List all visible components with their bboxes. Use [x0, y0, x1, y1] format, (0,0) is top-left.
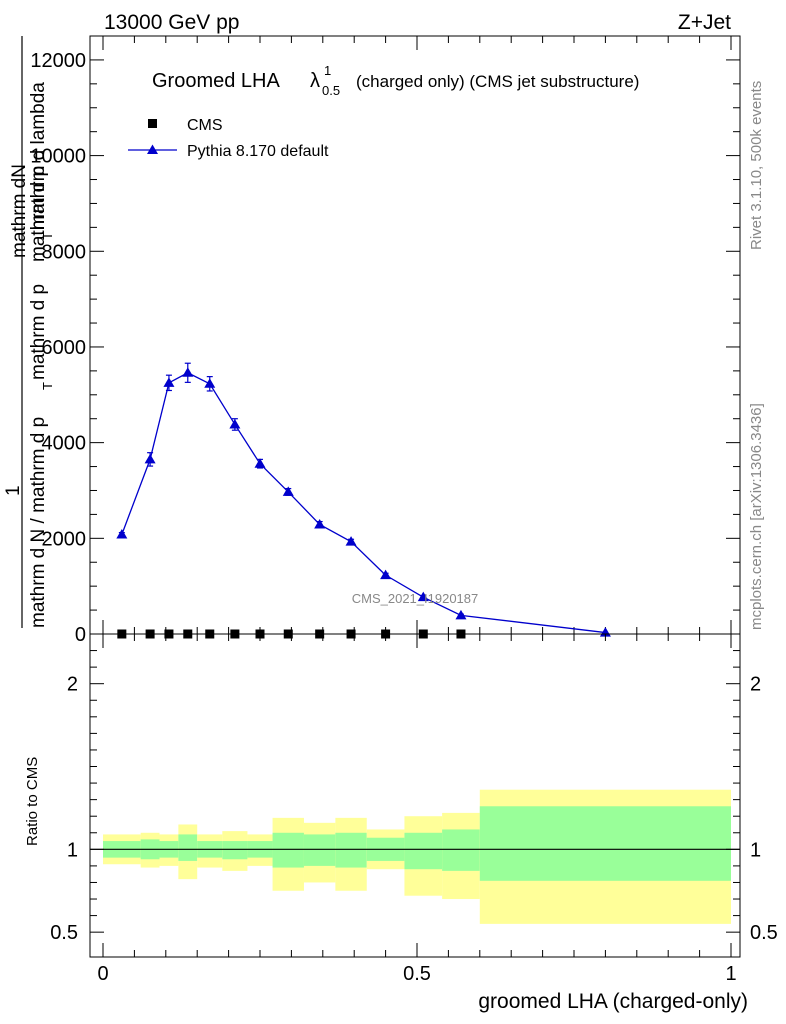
pythia-point-5	[229, 418, 241, 429]
ratio-ytick-label-left-1: 1	[67, 839, 78, 861]
ratio-ylabel: Ratio to CMS	[24, 757, 41, 846]
pythia-point-1	[144, 453, 156, 464]
main-ytick-label-0: 0	[75, 624, 86, 646]
main-ytick-label-2: 4000	[42, 433, 87, 455]
pythia-point-12	[455, 609, 467, 620]
pythia-point-9	[345, 536, 357, 546]
pythia-point-3	[182, 367, 194, 377]
pythia-point-6	[254, 458, 266, 468]
ylabel-bottom-rest: mathrm d p	[28, 284, 49, 380]
ratio-band-inner-8	[303, 834, 336, 866]
ratio-ytick-label-right-2: 2	[750, 674, 761, 696]
ratio-frame	[89, 633, 741, 958]
ratio-xtick-label-0: 0	[97, 963, 108, 985]
ylabel-top: mathrm dN	[9, 164, 30, 258]
ratio-band-inner-11	[404, 832, 443, 870]
mcplots-label: mcplots.cern.ch [arXiv:1306.3436]	[748, 403, 765, 630]
legend-cms-label: CMS	[187, 117, 223, 134]
ratio-band-inner-7	[272, 832, 304, 868]
ratio-band-inner-5	[222, 841, 248, 860]
pythia-point-11	[417, 591, 429, 602]
ratio-xtick-label-2: 1	[725, 963, 736, 985]
energy-label: 13000 GeV pp	[104, 11, 239, 34]
ratio-bands	[90, 789, 740, 924]
ratio-ytick-label-right-0: 0.5	[750, 922, 778, 944]
pythia-point-7	[282, 486, 294, 496]
title-subscript: 0.5	[322, 83, 340, 98]
ratio-xtick-label-1: 0.5	[403, 963, 431, 985]
ylabel-one: 1	[3, 485, 24, 496]
title-rest: (charged only) (CMS jet substructure)	[356, 72, 639, 91]
pythia-point-10	[380, 569, 392, 580]
title-superscript: 1	[324, 63, 331, 78]
legend-pythia-label: Pythia 8.170 default	[187, 143, 329, 160]
legend: CMS Pythia 8.170 default	[128, 117, 329, 160]
main-axes: 0 2000 4000 6000 8000 10000 12000	[30, 35, 740, 646]
analysis-watermark: CMS_2021_I1920187	[352, 591, 479, 606]
ylabel-top-2-rest: mathrm d lambda	[28, 82, 49, 230]
pythia-point-0	[116, 528, 128, 539]
ratio-band-inner-13	[479, 806, 731, 881]
plot-title: Groomed LHA λ 1 0.5 (charged only) (CMS …	[152, 63, 639, 98]
ylabel-bottom-sub: T	[40, 382, 55, 390]
main-ytick-label-4: 8000	[42, 241, 87, 263]
x-axis-label: groomed LHA (charged-only)	[478, 990, 748, 1013]
ylabel-top-2: mathrm d p	[28, 166, 49, 262]
pythia-line	[121, 372, 606, 634]
main-ytick-label-5: 10000	[30, 146, 86, 168]
ratio-band-inner-9	[335, 832, 367, 868]
pythia-point-4	[204, 378, 216, 388]
ratio-band-inner-12	[442, 829, 480, 871]
ratio-ytick-label-left-2: 2	[67, 674, 78, 696]
legend-pythia-marker	[147, 144, 158, 154]
pythia-point-8	[314, 518, 326, 529]
ratio-ytick-label-left-0: 0.5	[50, 922, 78, 944]
ylabel-bottom: mathrm d N / mathrm d p	[28, 417, 49, 628]
title-lambda: λ	[310, 70, 320, 92]
main-ytick-label-3: 6000	[42, 337, 87, 359]
main-ylabel: mathrm dN mathrm d p T mathrm d lambda 1…	[3, 36, 55, 628]
main-ytick-label-6: 12000	[30, 50, 86, 72]
main-ytick-label-1: 2000	[42, 528, 87, 550]
ratio-ytick-label-right-1: 1	[750, 839, 761, 861]
pythia-point-2	[163, 377, 175, 387]
ratio-axes: 0.5 0.5 1 1 2 2 0 0.5 1	[50, 634, 778, 985]
ratio-band-inner-3	[178, 834, 198, 861]
rivet-version-label: Rivet 3.1.10, 500k events	[748, 81, 765, 250]
legend-cms-marker	[148, 119, 157, 128]
title-main: Groomed LHA	[152, 70, 280, 92]
ylabel-top-2-sub: T	[40, 232, 55, 240]
process-label: Z+Jet	[678, 11, 731, 34]
